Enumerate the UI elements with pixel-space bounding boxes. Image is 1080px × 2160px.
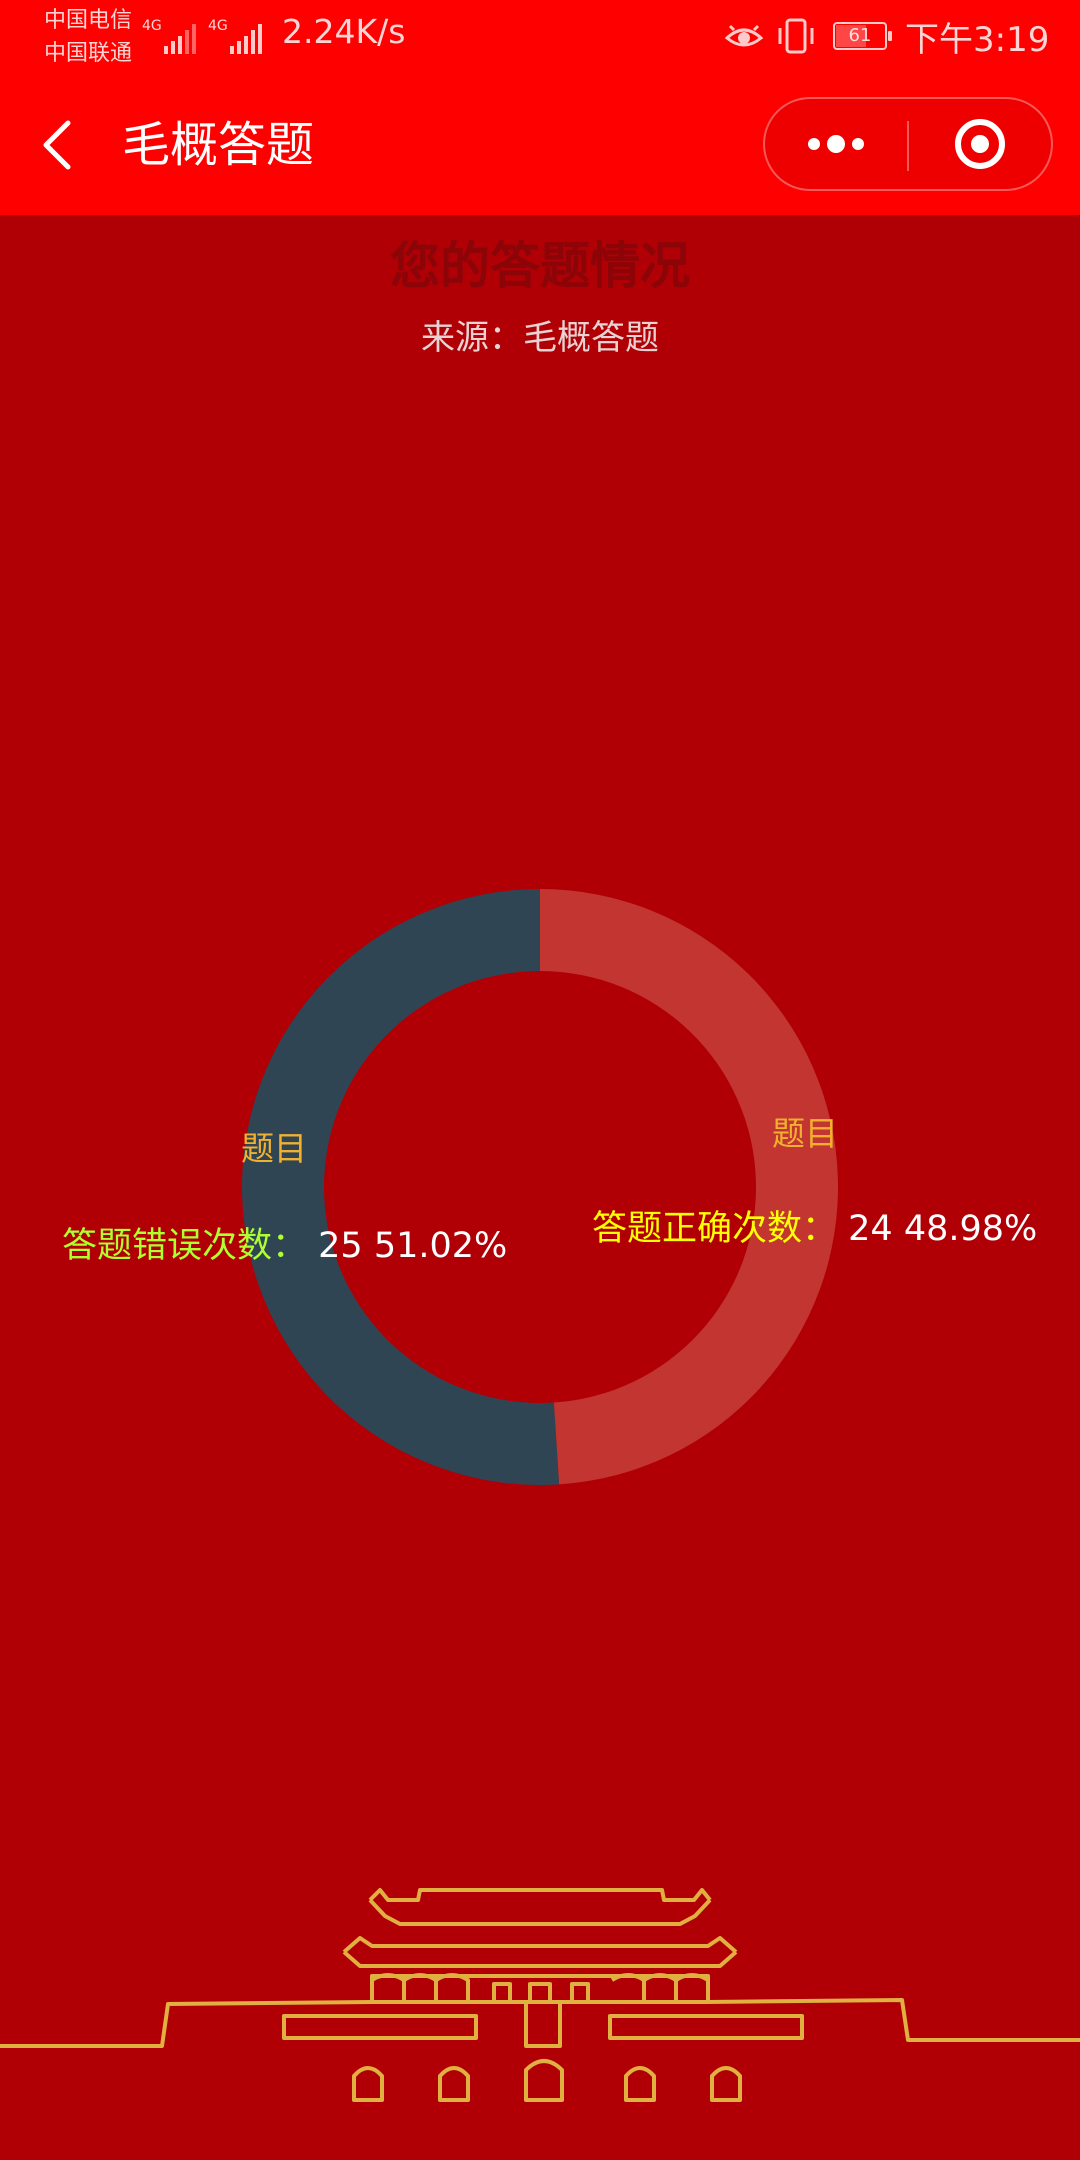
page-title: 毛概答题 — [122, 117, 315, 173]
back-button[interactable] — [34, 113, 84, 177]
slice-percent: 48.98% — [893, 1209, 1038, 1249]
carrier-names: 中国电信 中国联通 — [44, 4, 132, 70]
slice-percent: 51.02% — [363, 1226, 508, 1266]
network-type-1: 4G — [142, 18, 162, 34]
chart-title: 您的答题情况 — [390, 237, 690, 295]
eye-comfort-icon — [724, 24, 764, 47]
status-time: 下午3:19 — [905, 20, 1050, 60]
chart-subtitle: 来源：毛概答题 — [421, 318, 659, 358]
vibrate-icon — [778, 18, 814, 54]
signal-2-icon: 4G — [208, 18, 262, 54]
tiananmen-decoration-icon — [0, 1888, 1080, 2102]
network-speed: 2.24K/s — [282, 12, 406, 51]
mini-program-capsule — [763, 97, 1053, 191]
more-button[interactable] — [765, 99, 907, 189]
network-type-2: 4G — [208, 18, 228, 34]
slice-category-label: 题目 — [772, 1114, 838, 1153]
more-dots-icon — [808, 135, 864, 153]
battery-level: 61 — [848, 25, 872, 46]
slice-name: 答题错误次数： — [62, 1226, 307, 1266]
slice-value: 25 — [307, 1226, 363, 1266]
donut-slice-wrong[interactable] — [241, 889, 560, 1485]
target-circle-icon — [955, 119, 1005, 169]
slice-label-wrong: 答题错误次数： 25 51.02% — [62, 1226, 507, 1266]
carrier-2: 中国联通 — [44, 41, 133, 66]
chevron-left-icon — [43, 120, 71, 170]
slice-label-correct: 答题正确次数： 24 48.98% — [592, 1209, 1037, 1249]
slice-category-label: 题目 — [241, 1129, 307, 1168]
donut-slice-correct[interactable] — [540, 889, 838, 1485]
status-bar: 中国电信 中国联通 4G 4G 2.24K/s — [0, 0, 1080, 75]
battery-fill — [836, 25, 866, 47]
close-mini-program-button[interactable] — [909, 99, 1051, 189]
battery-icon: 61 — [833, 22, 892, 50]
nav-bar: 毛概答题 — [0, 75, 1080, 215]
slice-value: 24 — [837, 1209, 893, 1249]
capsule-divider — [907, 121, 909, 171]
signal-1-icon: 4G — [142, 18, 196, 54]
slice-name: 答题正确次数： — [592, 1209, 837, 1249]
carrier-1: 中国电信 — [44, 8, 133, 33]
